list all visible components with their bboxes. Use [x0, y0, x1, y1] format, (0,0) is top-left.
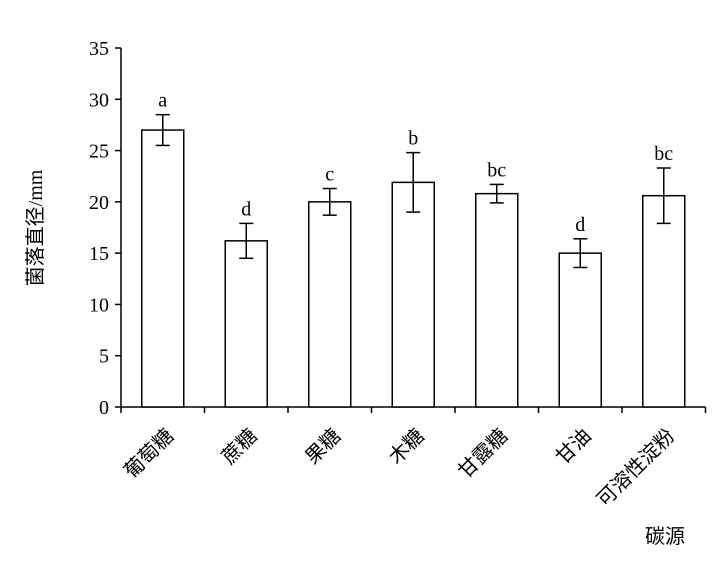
bar [558, 252, 602, 408]
significance-label: a [158, 90, 167, 112]
x-tick-label: 甘露糖 [454, 424, 513, 483]
significance-label: d [241, 198, 251, 220]
x-tick-label: 蔗糖 [217, 424, 262, 469]
x-tick-label: 葡萄糖 [120, 424, 179, 483]
significance-label: b [408, 128, 418, 150]
y-tick-label: 30 [89, 89, 109, 111]
bar [224, 240, 268, 408]
bar [475, 192, 519, 408]
x-tick-label: 木糖 [384, 424, 429, 469]
significance-label: d [575, 214, 585, 236]
significance-label: c [325, 164, 334, 186]
y-tick-label: 0 [99, 397, 109, 419]
x-tick-label: 可溶性淀粉 [592, 424, 679, 511]
bar [391, 181, 435, 408]
y-tick-label: 10 [89, 294, 109, 316]
significance-label: bc [654, 143, 673, 165]
y-tick-label: 15 [89, 243, 109, 265]
bar [141, 129, 185, 408]
bar [642, 194, 686, 408]
bar [308, 201, 352, 408]
y-tick-label: 25 [89, 141, 109, 163]
y-tick-label: 5 [99, 346, 109, 368]
x-axis-title: 碳源 [645, 525, 685, 548]
x-tick-label: 甘油 [551, 424, 596, 469]
significance-label: bc [487, 159, 506, 181]
x-tick-label: 果糖 [301, 424, 346, 469]
y-tick-label: 35 [89, 38, 109, 60]
y-tick-label: 20 [89, 192, 109, 214]
y-axis-title: 菌落直径/mm [24, 169, 47, 286]
